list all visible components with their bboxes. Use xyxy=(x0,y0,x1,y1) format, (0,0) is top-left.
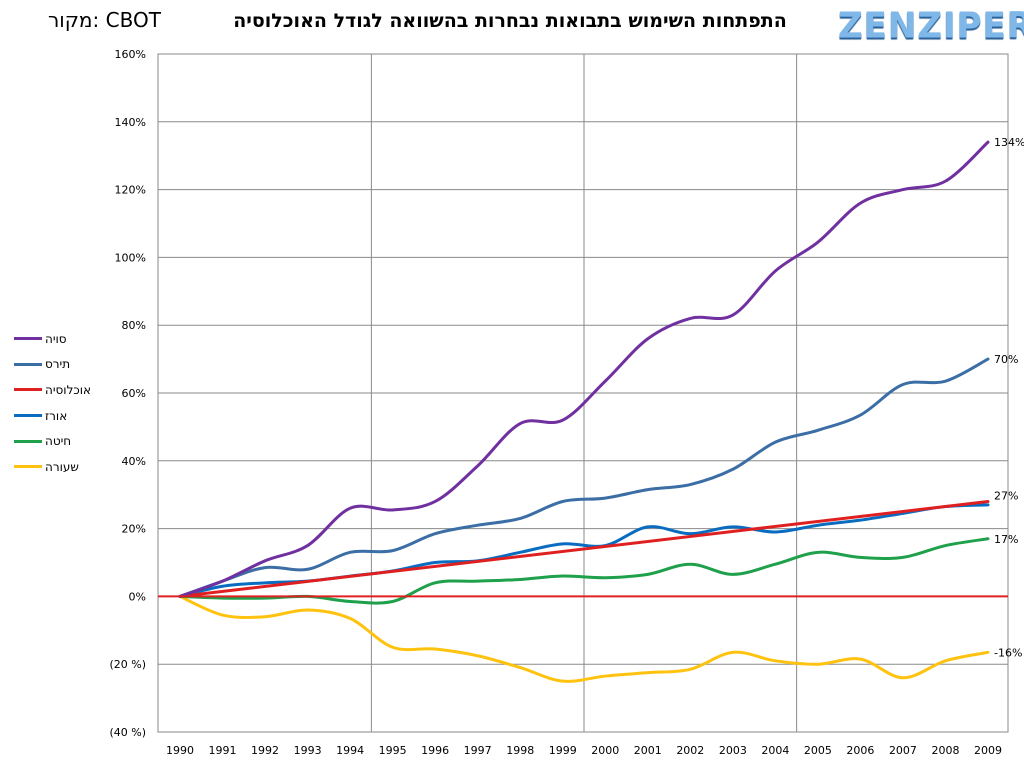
x-tick-label: 2009 xyxy=(974,744,1002,757)
x-tick-label: 2000 xyxy=(591,744,619,757)
x-tick-label: 2006 xyxy=(846,744,874,757)
legend-swatch xyxy=(14,388,42,392)
legend-item: אורז xyxy=(14,403,114,429)
x-tick-label: 1995 xyxy=(379,744,407,757)
y-tick-label: 140% xyxy=(115,116,146,129)
x-tick-label: 2002 xyxy=(676,744,704,757)
legend-item: תירס xyxy=(14,352,114,378)
legend-label: תירס xyxy=(45,357,71,372)
end-value-label: -16% xyxy=(994,646,1022,659)
chart-labels: 134% 70% 27% 17% -16% xyxy=(994,136,1024,659)
chart-axes: 160% 140% 120% 100% 80% 60% 40% 20% 0% (20 %) (40 … xyxy=(109,48,1002,757)
chart-series xyxy=(158,140,1008,683)
chart-title: התפתחות השימוש בתבואות נבחרות בהשוואה לג… xyxy=(233,10,787,32)
series-line-0 xyxy=(178,140,990,598)
source-label: מקור: CBOT xyxy=(48,8,161,32)
y-tick-label: 0% xyxy=(129,590,146,603)
y-tick-label: 60% xyxy=(122,387,146,400)
y-tick-label: 80% xyxy=(122,319,146,332)
x-tick-label: 1993 xyxy=(294,744,322,757)
x-tick-label: 2005 xyxy=(804,744,832,757)
end-value-label: 70% xyxy=(994,353,1018,366)
legend-label: אוכלוסיה xyxy=(45,382,92,397)
series-line-1 xyxy=(178,357,990,598)
x-tick-label: 2008 xyxy=(931,744,959,757)
legend-swatch xyxy=(14,362,42,366)
x-tick-label: 1992 xyxy=(251,744,279,757)
legend-item: סויה xyxy=(14,326,114,352)
legend-label: חיטה xyxy=(45,434,72,449)
legend-swatch xyxy=(14,337,42,341)
x-tick-label: 1996 xyxy=(421,744,449,757)
x-tick-label: 2003 xyxy=(719,744,747,757)
y-tick-label: 100% xyxy=(115,251,146,264)
legend-swatch xyxy=(14,439,42,443)
legend-label: שעורה xyxy=(45,459,79,474)
chart-legend: סויה תירס אוכלוסיה אורז חיטה שעורה xyxy=(14,326,114,480)
zenziper-logo: ZENZIPER xyxy=(838,5,1024,47)
x-tick-label: 1994 xyxy=(336,744,364,757)
x-tick-label: 2007 xyxy=(889,744,917,757)
y-tick-label: (20 %) xyxy=(109,658,146,671)
legend-item: חיטה xyxy=(14,428,114,454)
x-tick-label: 1998 xyxy=(506,744,534,757)
legend-swatch xyxy=(14,414,42,418)
y-tick-label: 20% xyxy=(122,523,146,536)
y-tick-label: 160% xyxy=(115,48,146,61)
y-tick-label: (40 %) xyxy=(109,726,146,739)
x-tick-label: 1997 xyxy=(464,744,492,757)
end-value-label: 134% xyxy=(994,136,1024,149)
x-tick-label: 2001 xyxy=(634,744,662,757)
y-tick-label: 120% xyxy=(115,184,146,197)
legend-item: שעורה xyxy=(14,454,114,480)
legend-item: אוכלוסיה xyxy=(14,377,114,403)
end-value-label: 17% xyxy=(994,533,1018,546)
x-tick-label: 2004 xyxy=(761,744,789,757)
legend-label: סויה xyxy=(45,331,67,346)
series-line-2 xyxy=(178,499,990,598)
x-tick-label: 1991 xyxy=(209,744,237,757)
x-tick-label: 1990 xyxy=(166,744,194,757)
x-tick-label: 1999 xyxy=(549,744,577,757)
legend-label: אורז xyxy=(45,408,68,423)
legend-swatch xyxy=(14,465,42,469)
series-line-5 xyxy=(178,594,990,683)
y-tick-label: 40% xyxy=(122,455,146,468)
chart-grid xyxy=(157,53,1009,733)
end-value-label: 27% xyxy=(994,489,1018,502)
